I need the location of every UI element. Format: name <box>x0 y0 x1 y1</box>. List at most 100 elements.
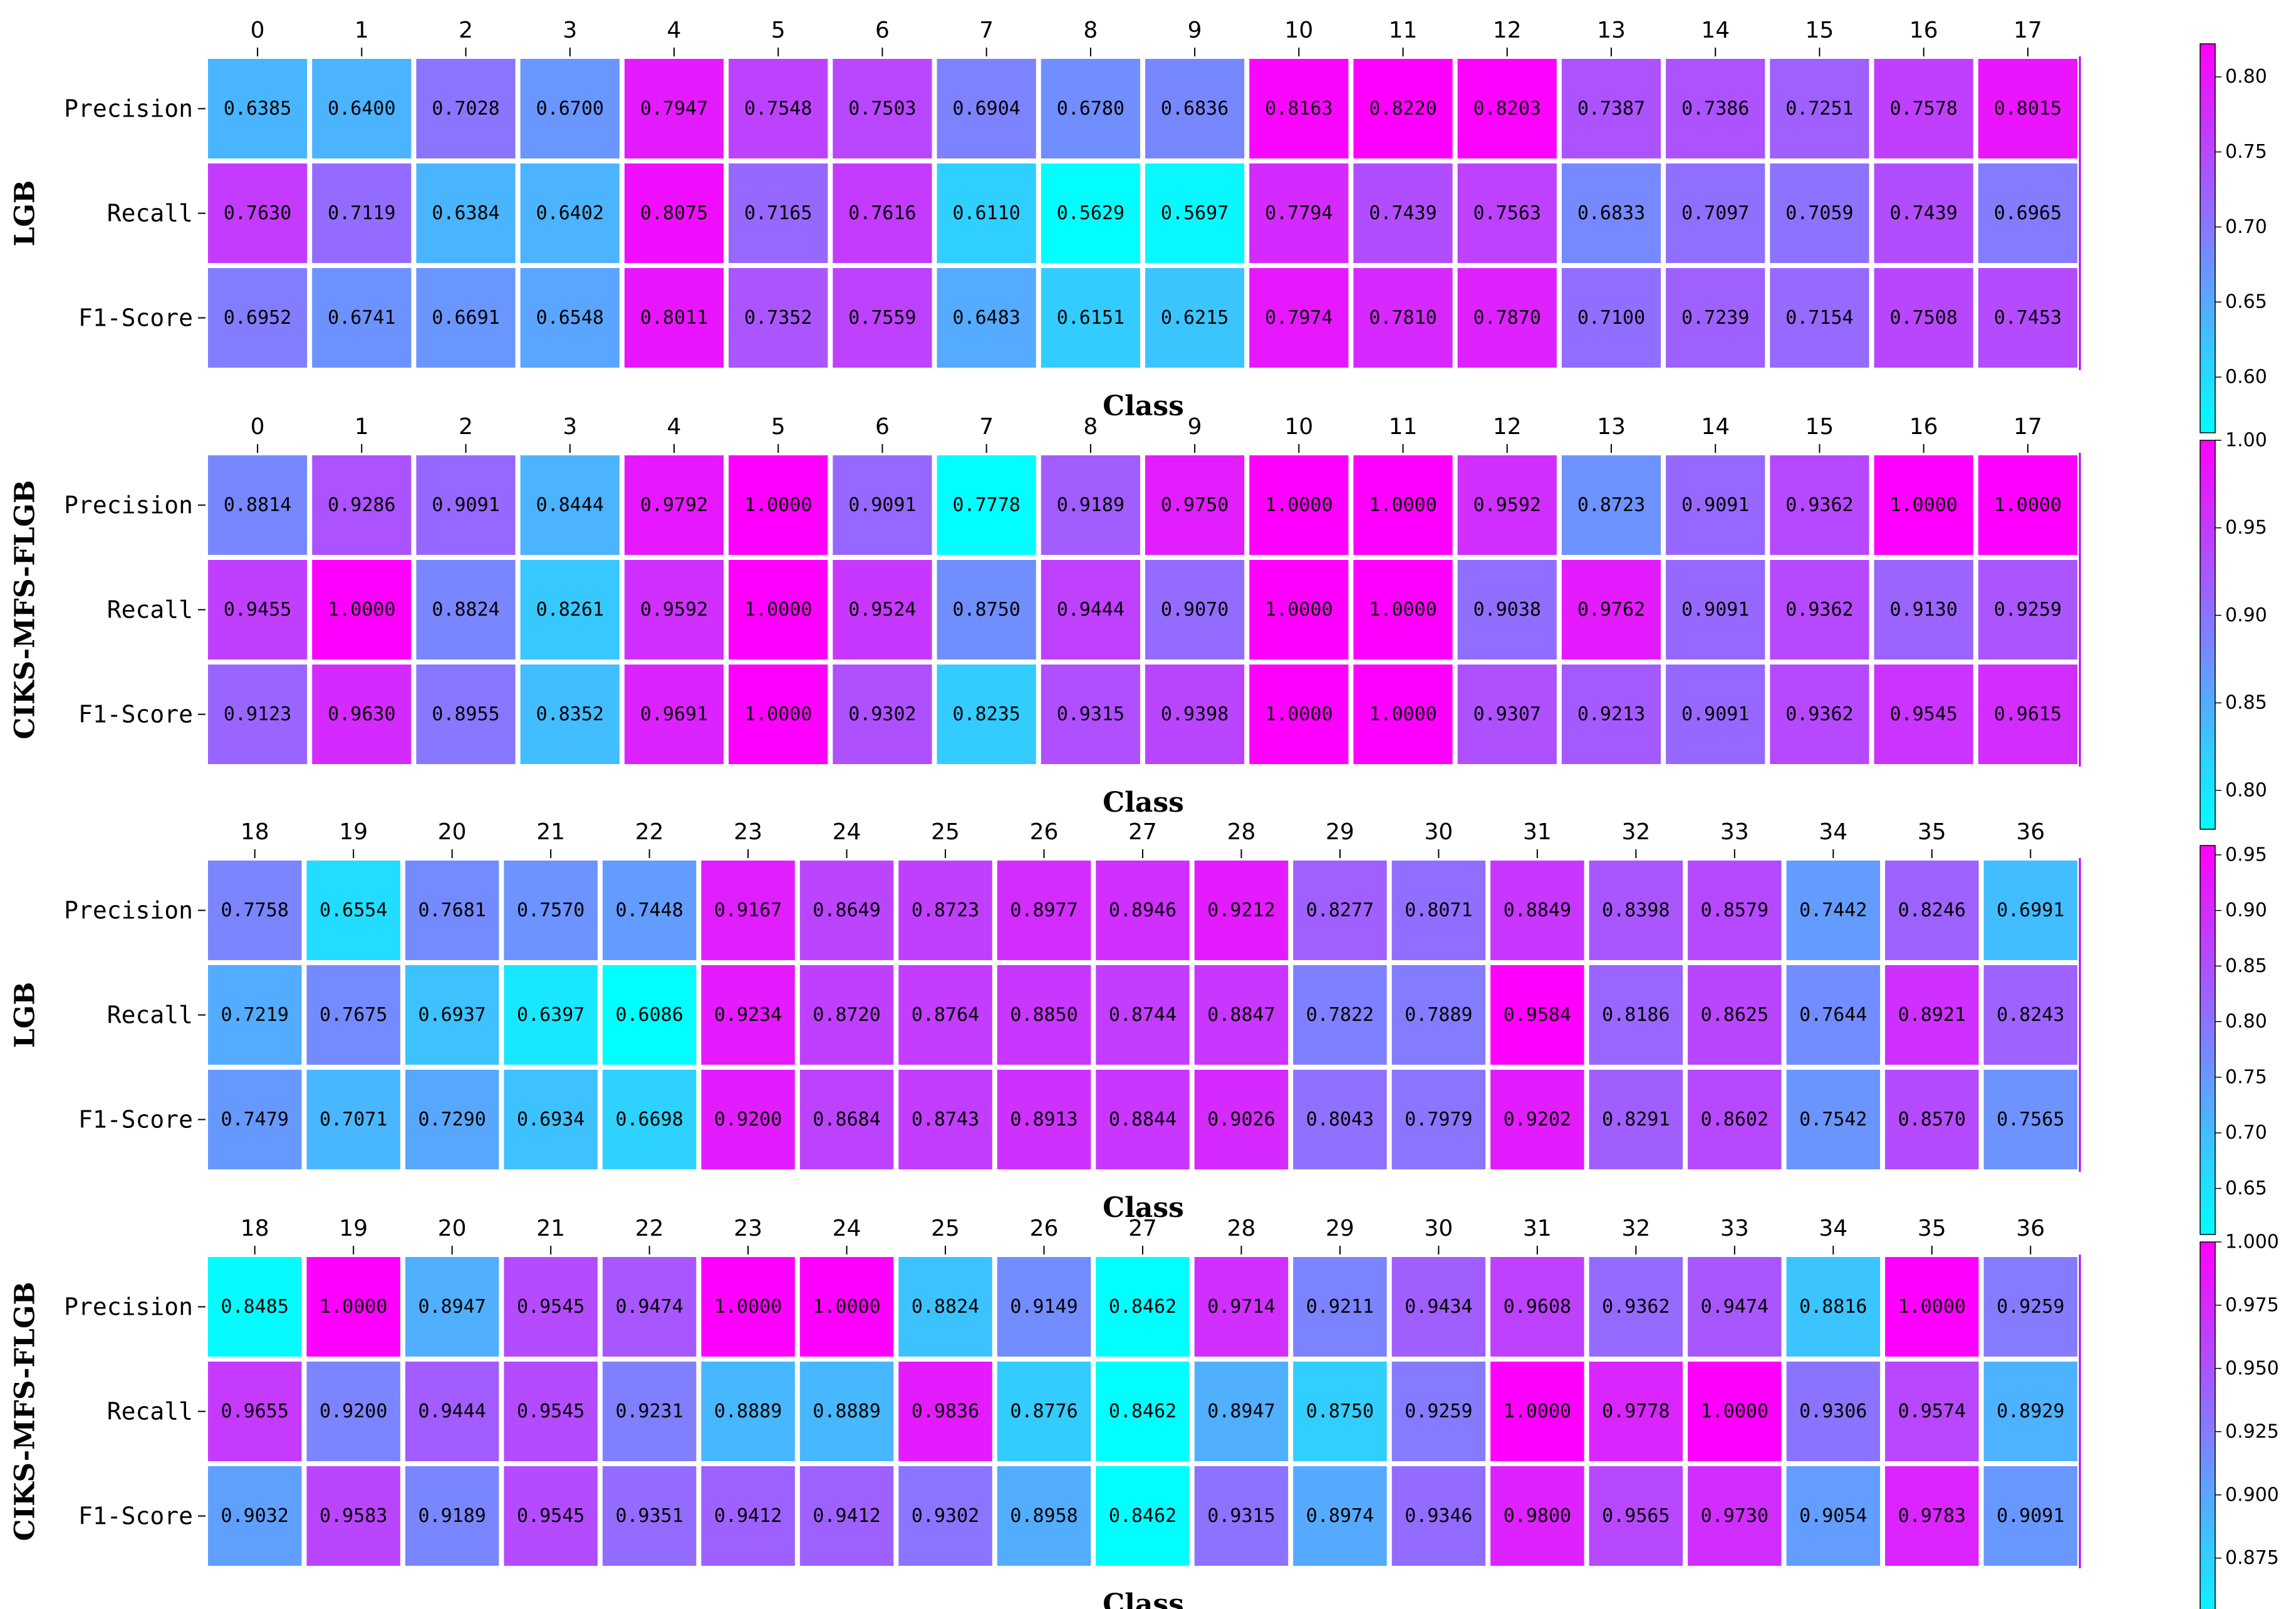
cell-value-label: 1.0000 <box>1265 494 1332 516</box>
heatmap-cell <box>416 163 516 263</box>
cell-value-label: 0.8246 <box>1898 899 1966 921</box>
cell-value-label: 0.9259 <box>1997 1296 2064 1318</box>
heatmap-cell <box>208 965 302 1065</box>
heatmap-cell <box>799 861 894 960</box>
cell-value-label: 0.6402 <box>536 202 604 224</box>
cell-value-label: 0.9130 <box>1889 599 1957 621</box>
cell-value-label: 0.6110 <box>952 202 1020 224</box>
heatmap-cell <box>898 1070 992 1169</box>
heatmap-cell <box>312 455 412 555</box>
heatmap-cell <box>1770 59 1869 158</box>
column-tick-label: 18 <box>241 819 269 845</box>
cell-value-label: 0.9608 <box>1504 1296 1571 1318</box>
cell-value-label: 1.0000 <box>1265 703 1332 725</box>
heatmap-cell <box>799 965 894 1065</box>
cell-value-label: 0.9091 <box>1681 599 1749 621</box>
colorbar-tick-label: 0.95 <box>2225 844 2267 866</box>
heatmap-cell <box>1490 1070 1584 1169</box>
cell-value-label: 0.7616 <box>848 202 916 224</box>
cell-value-label: 0.8043 <box>1306 1109 1374 1130</box>
heatmap-cell <box>1770 560 1869 660</box>
heatmap-cell <box>1293 965 1387 1065</box>
heatmap-cell <box>1786 1466 1881 1566</box>
cell-value-label: 0.8955 <box>432 703 499 725</box>
cell-value-label: 0.6937 <box>418 1004 486 1026</box>
colorbar-tick-label: 0.80 <box>2225 66 2267 88</box>
heatmap-cell <box>799 1070 894 1169</box>
heatmap-cell <box>602 1070 697 1169</box>
cell-value-label: 0.8203 <box>1473 98 1541 120</box>
cell-value-label: 0.8977 <box>1010 899 1078 921</box>
cell-value-label: 0.7097 <box>1681 202 1749 224</box>
heatmap-cell <box>1353 665 1453 764</box>
cell-value-label: 0.8814 <box>224 494 291 516</box>
heatmap-cell <box>898 965 992 1065</box>
column-tick-label: 32 <box>1621 1216 1650 1241</box>
cell-value-label: 0.8570 <box>1898 1109 1966 1130</box>
heatmap-cell <box>1770 665 1869 764</box>
column-tick-label: 0 <box>251 18 265 43</box>
cell-value-label: 0.7810 <box>1369 307 1436 329</box>
heatmap-cell <box>624 268 724 368</box>
column-tick-label: 0 <box>251 414 265 440</box>
column-tick-label: 19 <box>339 1216 368 1241</box>
heatmap-cell <box>504 1362 598 1461</box>
cell-value-label: 0.8444 <box>536 494 604 516</box>
column-tick-label: 20 <box>438 1216 467 1241</box>
heatmap-cell <box>729 268 828 368</box>
cell-value-label: 0.8485 <box>221 1296 289 1318</box>
colorbar-tick-label: 0.90 <box>2225 899 2267 921</box>
cell-value-label: 0.5697 <box>1161 202 1229 224</box>
column-tick-label: 30 <box>1425 1216 1453 1241</box>
heatmap-cell <box>520 560 620 660</box>
column-tick-label: 33 <box>1720 1216 1749 1241</box>
cell-value-label: 0.8398 <box>1602 899 1670 921</box>
colorbar-tick-label: 0.65 <box>2225 291 2267 313</box>
cell-value-label: 0.9259 <box>1405 1400 1472 1422</box>
heatmap-cell <box>1983 1070 2077 1169</box>
cell-value-label: 0.6151 <box>1057 307 1125 329</box>
heatmap-cell <box>1457 560 1557 660</box>
cell-value-label: 1.0000 <box>714 1296 782 1318</box>
cell-value-label: 0.8684 <box>813 1109 880 1130</box>
heatmap-cell <box>1457 268 1557 368</box>
cell-value-label: 1.0000 <box>1701 1400 1769 1422</box>
heatmap-cell <box>1457 59 1557 158</box>
cell-value-label: 0.9070 <box>1161 599 1229 621</box>
heatmap-cell <box>1770 455 1869 555</box>
column-tick-label: 10 <box>1284 414 1313 440</box>
cell-value-label: 0.7071 <box>319 1109 387 1130</box>
cell-value-label: 1.0000 <box>1889 494 1957 516</box>
column-tick-label: 20 <box>438 819 467 845</box>
heatmap-cell <box>405 1070 499 1169</box>
column-tick-label: 8 <box>1083 414 1098 440</box>
cell-value-label: 0.9836 <box>912 1400 979 1422</box>
cell-value-label: 0.8261 <box>536 599 604 621</box>
cell-value-label: 0.8921 <box>1898 1004 1966 1026</box>
cell-value-label: 0.7503 <box>848 98 916 120</box>
colorbar-tick-label: 0.85 <box>2225 692 2267 714</box>
heatmap-cell <box>1983 861 2077 960</box>
heatmap-cell <box>1353 560 1453 660</box>
cell-value-label: 0.8235 <box>952 703 1020 725</box>
column-tick-label: 22 <box>635 1216 664 1241</box>
y-axis-label: CIKS-MFS-FLGB <box>9 1281 41 1541</box>
heatmap-cell <box>1041 665 1140 764</box>
cell-value-label: 0.7889 <box>1405 1004 1472 1026</box>
cell-value-label: 0.8849 <box>1504 899 1571 921</box>
cell-value-label: 0.8220 <box>1369 98 1436 120</box>
cell-value-label: 1.0000 <box>744 703 812 725</box>
cell-value-label: 0.9306 <box>1799 1400 1867 1422</box>
column-tick-label: 14 <box>1701 414 1730 440</box>
heatmap-cell <box>1457 163 1557 263</box>
heatmap-cell <box>208 163 308 263</box>
heatmap-cell <box>1666 560 1765 660</box>
heatmap-cell <box>306 1466 400 1566</box>
cell-value-label: 0.7778 <box>952 494 1020 516</box>
cell-value-label: 0.7758 <box>221 899 289 921</box>
cell-value-label: 0.8625 <box>1701 1004 1769 1026</box>
cell-value-label: 0.9149 <box>1010 1296 1078 1318</box>
cell-value-label: 0.9545 <box>517 1400 584 1422</box>
heatmap-cell <box>1874 665 1973 764</box>
